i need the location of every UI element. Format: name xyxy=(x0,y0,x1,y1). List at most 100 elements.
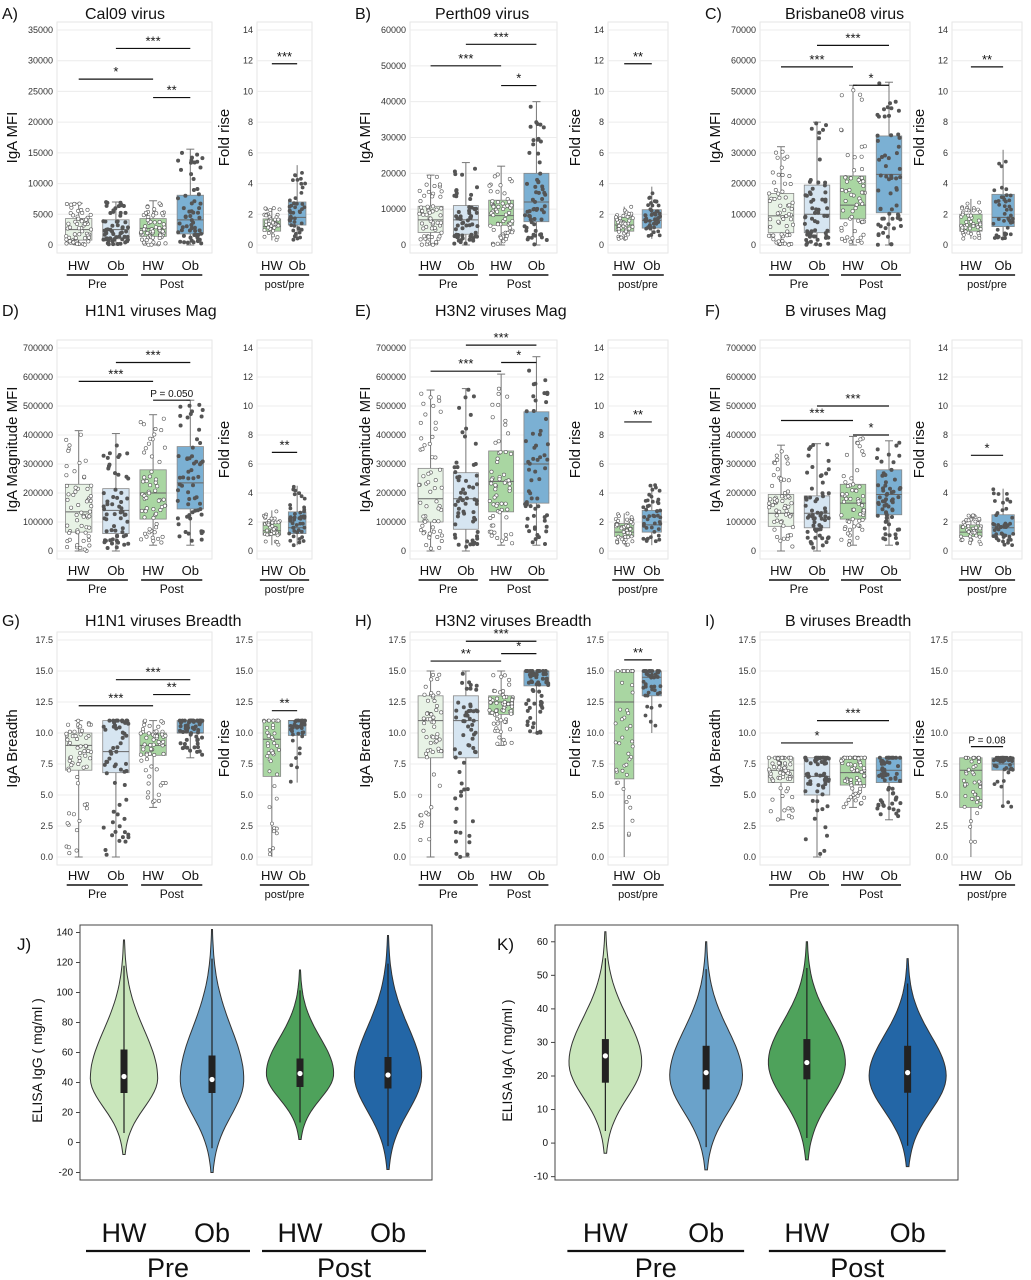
data-point xyxy=(504,536,509,541)
y-tick-label: 0 xyxy=(751,546,756,556)
data-point xyxy=(436,746,441,751)
fold-data-point xyxy=(1000,804,1005,809)
data-point xyxy=(455,223,460,228)
data-point xyxy=(812,219,817,224)
data-point xyxy=(528,104,533,109)
data-point xyxy=(115,242,120,247)
data-point xyxy=(507,486,512,491)
significance-label: * xyxy=(814,728,819,743)
data-point xyxy=(88,509,93,514)
data-point xyxy=(109,751,114,756)
fold-data-point xyxy=(1000,508,1005,513)
fold-data-point xyxy=(969,839,973,844)
data-point xyxy=(537,477,542,482)
data-point xyxy=(138,731,143,736)
fold-data-point xyxy=(294,756,298,760)
fold-data-point xyxy=(267,769,272,774)
data-point xyxy=(437,783,442,788)
fold-y-tick-label: 14 xyxy=(243,25,253,35)
data-point xyxy=(122,542,127,547)
fold-y-tick-label: 5.0 xyxy=(240,790,253,800)
fold-data-point xyxy=(303,181,308,186)
data-point xyxy=(427,210,432,215)
data-point xyxy=(82,547,87,552)
fold-data-point xyxy=(961,520,966,525)
data-point xyxy=(506,701,511,706)
y-tick-label: 0.0 xyxy=(393,852,406,862)
fold-x-tick-label: HW xyxy=(613,563,635,578)
fold-data-point xyxy=(654,485,658,490)
fold-y-tick-label: 6 xyxy=(248,148,253,158)
data-point xyxy=(496,204,501,209)
data-point xyxy=(777,509,782,514)
data-point xyxy=(108,538,113,543)
data-point xyxy=(72,469,77,474)
data-point xyxy=(102,507,107,512)
fold-x-tick-label: HW xyxy=(613,258,635,273)
data-point xyxy=(775,211,780,216)
data-point xyxy=(502,719,507,724)
fold-data-point xyxy=(293,196,298,201)
data-point xyxy=(784,508,789,513)
data-point xyxy=(850,236,855,241)
y-tick-label: 50 xyxy=(537,970,549,981)
y-tick-label: 0 xyxy=(401,546,406,556)
data-point xyxy=(473,230,478,235)
data-point xyxy=(141,727,146,732)
data-point xyxy=(487,183,492,188)
data-point xyxy=(805,535,810,540)
data-point xyxy=(776,191,781,196)
data-point xyxy=(75,543,80,548)
fold-data-point xyxy=(297,746,302,751)
fold-data-point xyxy=(270,220,275,225)
fold-data-point xyxy=(299,181,304,186)
fold-data-point xyxy=(1010,543,1015,548)
fold-y-tick-label: 8 xyxy=(599,430,604,440)
x-tick-label: Ob xyxy=(457,563,474,578)
data-point xyxy=(510,541,515,546)
data-point xyxy=(424,711,429,716)
significance-label: *** xyxy=(494,626,509,641)
data-point xyxy=(160,534,165,539)
fold-data-point xyxy=(963,225,968,230)
data-point xyxy=(543,668,548,673)
fold-data-point xyxy=(271,228,276,233)
data-point xyxy=(877,755,882,760)
fold-data-point xyxy=(276,223,281,228)
data-point xyxy=(539,217,544,222)
y-axis-label: IgA Breadth xyxy=(357,709,374,787)
fold-data-point xyxy=(1009,207,1013,212)
data-point xyxy=(897,453,902,458)
data-point xyxy=(488,515,493,520)
data-point xyxy=(140,237,145,242)
data-point xyxy=(889,514,894,519)
y-tick-label: 10000 xyxy=(381,204,406,214)
data-point xyxy=(67,768,72,773)
data-point xyxy=(503,532,508,537)
data-point xyxy=(471,238,476,243)
data-point xyxy=(198,165,203,170)
fold-y-tick-label: 10 xyxy=(243,401,253,411)
data-point xyxy=(465,787,470,792)
data-point xyxy=(81,765,86,770)
data-point xyxy=(538,171,543,176)
data-point xyxy=(848,777,853,782)
data-point xyxy=(779,494,784,499)
data-point xyxy=(849,214,854,219)
data-point xyxy=(115,495,120,500)
data-point xyxy=(84,806,89,811)
data-point xyxy=(86,538,91,543)
data-point xyxy=(816,783,821,788)
data-point xyxy=(428,546,433,551)
data-point xyxy=(495,209,500,214)
data-point xyxy=(522,224,527,229)
period-label: Pre xyxy=(439,277,458,291)
fold-data-point xyxy=(269,735,274,740)
fold-data-point xyxy=(1004,193,1009,198)
significance-label: ** xyxy=(461,646,471,661)
data-point xyxy=(195,187,200,192)
data-point xyxy=(124,229,129,234)
data-point xyxy=(823,761,828,766)
x-tick-label: Ob xyxy=(194,1218,230,1248)
fold-x-tick-label: HW xyxy=(960,563,982,578)
